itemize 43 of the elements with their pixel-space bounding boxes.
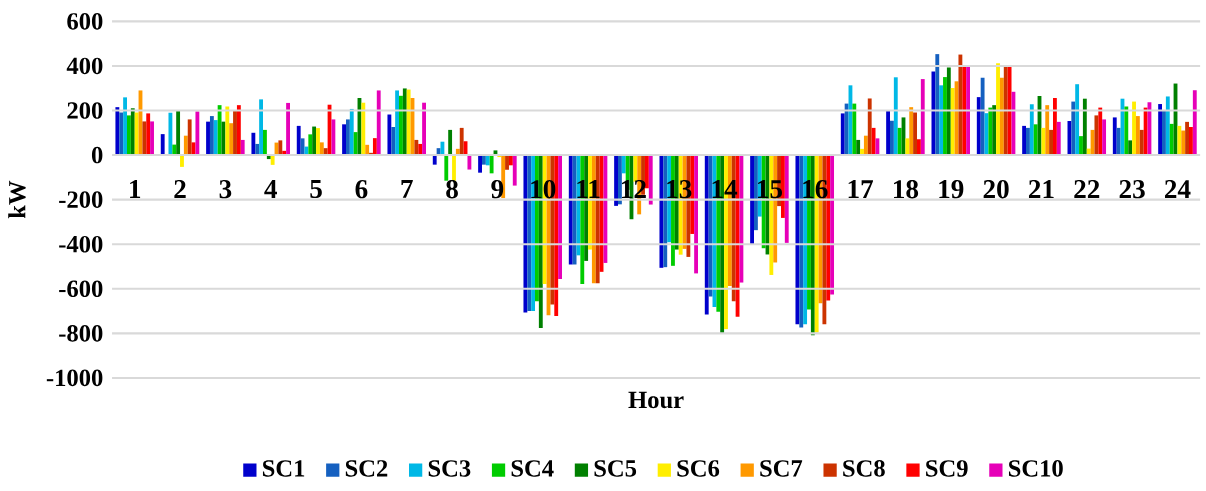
x-tick-label: 4 bbox=[264, 180, 277, 199]
legend-label: SC8 bbox=[843, 460, 885, 477]
x-axis-title: Hour bbox=[628, 392, 684, 409]
legend-label: SC3 bbox=[428, 460, 471, 477]
y-tick-label: 0 bbox=[91, 147, 103, 164]
x-tick-label: 24 bbox=[1164, 180, 1191, 199]
x-tick-label: 22 bbox=[1074, 180, 1100, 199]
legend-label: SC4 bbox=[511, 460, 554, 477]
x-tick-label: 2 bbox=[174, 180, 186, 199]
x-tick-label: 7 bbox=[401, 180, 413, 199]
x-tick-label: 6 bbox=[355, 180, 368, 199]
x-tick-label: 15 bbox=[758, 180, 782, 199]
legend-label: SC6 bbox=[677, 460, 720, 477]
legend-label: SC7 bbox=[760, 460, 803, 477]
y-tick-label: -400 bbox=[59, 236, 103, 253]
legend-label: SC5 bbox=[594, 460, 637, 477]
x-tick-label: 14 bbox=[712, 180, 738, 199]
x-tick-label: 21 bbox=[1028, 180, 1054, 199]
x-tick-label: 3 bbox=[219, 180, 232, 199]
y-tick-label: -200 bbox=[59, 191, 103, 209]
y-tick-label: 600 bbox=[67, 13, 103, 30]
x-tick-label: 5 bbox=[310, 180, 322, 199]
y-tick-label: -1000 bbox=[46, 369, 103, 387]
x-tick-label: 1 bbox=[130, 180, 141, 199]
x-tick-label: 13 bbox=[667, 180, 692, 199]
y-tick-label: 400 bbox=[66, 57, 103, 75]
x-tick-label: 8 bbox=[446, 180, 458, 199]
legend-label: SC10 bbox=[1008, 460, 1063, 477]
x-tick-label: 10 bbox=[531, 180, 556, 199]
x-tick-label: 18 bbox=[894, 180, 919, 199]
y-tick-label: -600 bbox=[59, 280, 103, 298]
x-tick-label: 17 bbox=[848, 180, 873, 199]
x-tick-label: 12 bbox=[622, 180, 646, 199]
y-axis-title: kW bbox=[8, 181, 26, 219]
y-tick-label: -800 bbox=[59, 325, 103, 342]
y-tick-label: 200 bbox=[67, 102, 103, 120]
legend-label: SC9 bbox=[926, 460, 968, 477]
x-tick-label: 20 bbox=[983, 180, 1009, 199]
x-tick-label: 19 bbox=[939, 180, 964, 199]
legend-label: SC2 bbox=[345, 460, 388, 477]
legend-label: SC1 bbox=[262, 460, 305, 477]
x-tick-label: 23 bbox=[1119, 180, 1145, 199]
x-tick-label: 16 bbox=[803, 180, 828, 199]
